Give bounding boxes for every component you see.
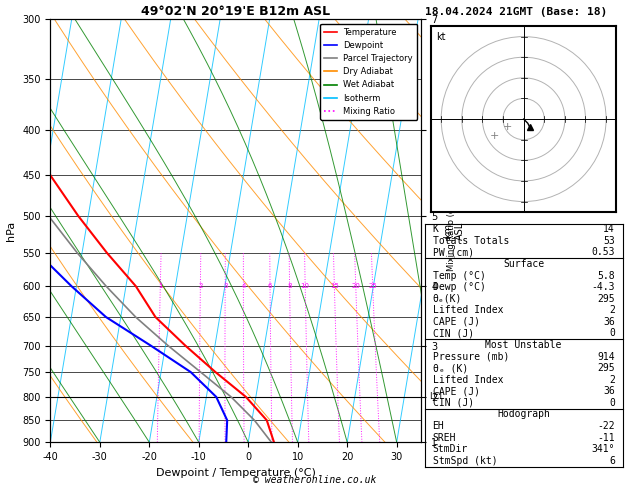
Text: Lifted Index: Lifted Index — [433, 305, 503, 315]
Text: 914: 914 — [597, 352, 615, 362]
Text: -22: -22 — [597, 421, 615, 431]
Text: 6: 6 — [268, 283, 272, 289]
Text: +: + — [490, 131, 499, 140]
Text: 3: 3 — [223, 283, 228, 289]
Text: 10: 10 — [301, 283, 309, 289]
Text: EH: EH — [433, 421, 444, 431]
Text: 2: 2 — [609, 375, 615, 385]
Text: Most Unstable: Most Unstable — [486, 340, 562, 350]
Text: Temp (°C): Temp (°C) — [433, 271, 486, 280]
Text: -4.3: -4.3 — [591, 282, 615, 292]
Text: 341°: 341° — [591, 444, 615, 454]
Text: Dewp (°C): Dewp (°C) — [433, 282, 486, 292]
Text: CIN (J): CIN (J) — [433, 329, 474, 338]
Text: θₑ(K): θₑ(K) — [433, 294, 462, 304]
Text: Hodograph: Hodograph — [497, 410, 550, 419]
Text: +: + — [503, 122, 512, 132]
Text: kt: kt — [437, 32, 446, 42]
Text: 20: 20 — [352, 283, 360, 289]
Text: 15: 15 — [330, 283, 339, 289]
Text: 4: 4 — [241, 283, 245, 289]
Text: 0: 0 — [609, 398, 615, 408]
Text: 6: 6 — [609, 456, 615, 466]
Text: Surface: Surface — [503, 259, 544, 269]
Text: 2: 2 — [198, 283, 203, 289]
Text: 36: 36 — [603, 317, 615, 327]
Y-axis label: km
ASL: km ASL — [443, 222, 465, 240]
Text: 295: 295 — [597, 363, 615, 373]
Text: 295: 295 — [597, 294, 615, 304]
Text: 53: 53 — [603, 236, 615, 246]
Text: PW (cm): PW (cm) — [433, 247, 474, 258]
Text: StmSpd (kt): StmSpd (kt) — [433, 456, 497, 466]
Text: 25: 25 — [369, 283, 377, 289]
Text: © weatheronline.co.uk: © weatheronline.co.uk — [253, 475, 376, 485]
Text: SREH: SREH — [433, 433, 456, 443]
Text: Lifted Index: Lifted Index — [433, 375, 503, 385]
Text: 8: 8 — [287, 283, 292, 289]
Text: 1: 1 — [158, 283, 162, 289]
Text: 5.8: 5.8 — [597, 271, 615, 280]
Text: Mixing Ratio (g/kg): Mixing Ratio (g/kg) — [447, 191, 455, 271]
Text: CIN (J): CIN (J) — [433, 398, 474, 408]
Text: 2: 2 — [609, 305, 615, 315]
Text: Totals Totals: Totals Totals — [433, 236, 509, 246]
X-axis label: Dewpoint / Temperature (°C): Dewpoint / Temperature (°C) — [156, 468, 316, 478]
Text: LCL: LCL — [429, 392, 444, 401]
Text: CAPE (J): CAPE (J) — [433, 317, 479, 327]
Text: StmDir: StmDir — [433, 444, 468, 454]
Text: Pressure (mb): Pressure (mb) — [433, 352, 509, 362]
Text: CAPE (J): CAPE (J) — [433, 386, 479, 397]
Legend: Temperature, Dewpoint, Parcel Trajectory, Dry Adiabat, Wet Adiabat, Isotherm, Mi: Temperature, Dewpoint, Parcel Trajectory… — [320, 24, 417, 120]
Text: 18.04.2024 21GMT (Base: 18): 18.04.2024 21GMT (Base: 18) — [425, 7, 607, 17]
Text: θₑ (K): θₑ (K) — [433, 363, 468, 373]
Text: 14: 14 — [603, 225, 615, 234]
Y-axis label: hPa: hPa — [6, 221, 16, 241]
Text: 0: 0 — [609, 329, 615, 338]
Title: 49°02'N 20°19'E B12m ASL: 49°02'N 20°19'E B12m ASL — [142, 5, 330, 18]
Text: -11: -11 — [597, 433, 615, 443]
Text: 36: 36 — [603, 386, 615, 397]
Text: K: K — [433, 225, 438, 234]
Text: 0.53: 0.53 — [591, 247, 615, 258]
